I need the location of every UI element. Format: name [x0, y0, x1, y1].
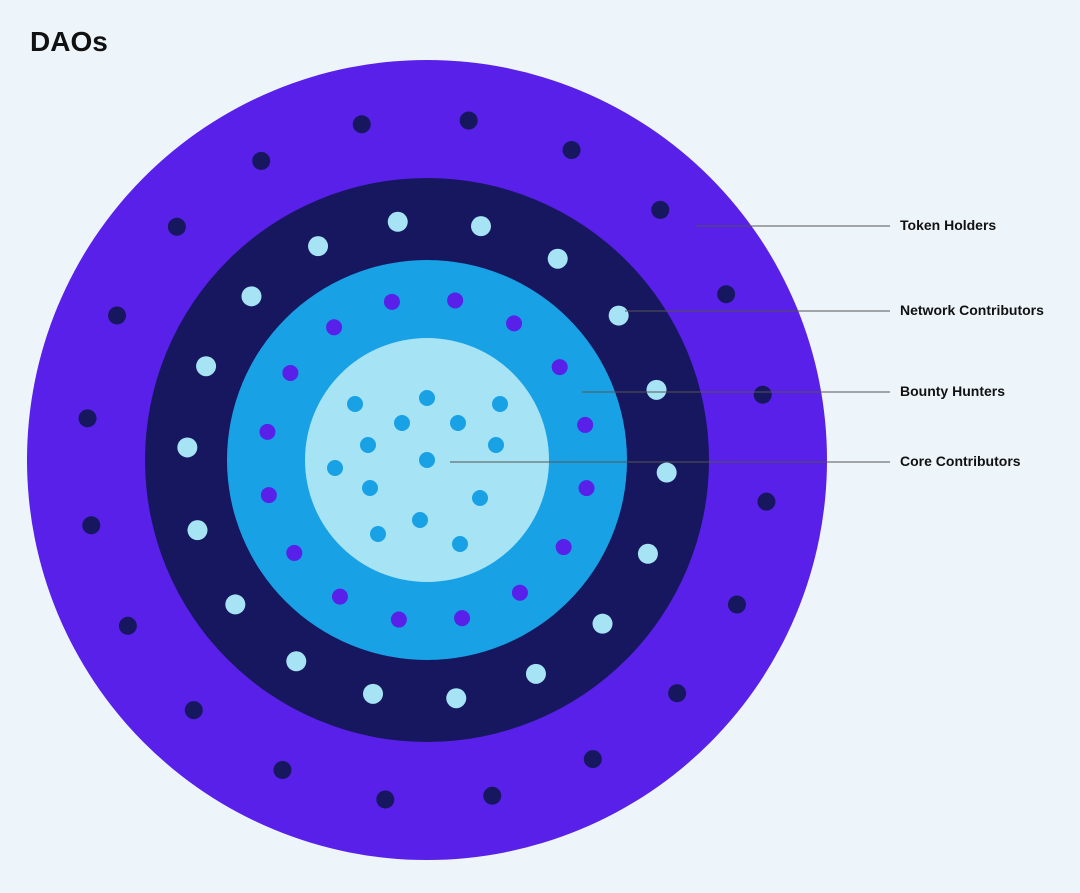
label-bounty-hunters: Bounty Hunters: [900, 383, 1005, 399]
concentric-diagram: [0, 0, 1080, 893]
diagram-canvas: DAOs Token Holders Network Contributors Bo…: [0, 0, 1080, 893]
diagram-title: DAOs: [30, 26, 108, 58]
label-network-contributors: Network Contributors: [900, 302, 1044, 318]
label-token-holders: Token Holders: [900, 217, 996, 233]
label-core-contributors: Core Contributors: [900, 453, 1021, 469]
